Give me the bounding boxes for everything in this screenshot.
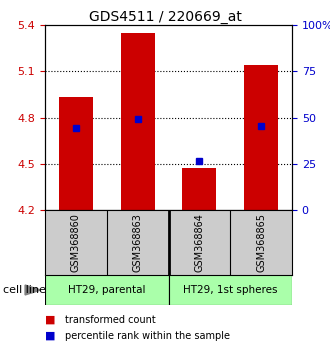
Text: GSM368864: GSM368864: [194, 213, 204, 272]
Text: GDS4511 / 220669_at: GDS4511 / 220669_at: [88, 10, 242, 24]
Bar: [121, 33, 155, 210]
Text: HT29, parental: HT29, parental: [68, 285, 146, 295]
Text: ■: ■: [45, 315, 55, 325]
Text: ■: ■: [45, 331, 55, 341]
Text: GSM368860: GSM368860: [71, 213, 81, 272]
Text: percentile rank within the sample: percentile rank within the sample: [65, 331, 230, 341]
Text: transformed count: transformed count: [65, 315, 155, 325]
Bar: [59, 97, 93, 210]
Text: HT29, 1st spheres: HT29, 1st spheres: [183, 285, 278, 295]
Text: cell line: cell line: [3, 285, 46, 295]
Bar: [244, 65, 278, 210]
Bar: [169, 275, 292, 305]
Text: GSM368863: GSM368863: [133, 213, 143, 272]
Polygon shape: [25, 285, 41, 295]
Text: GSM368865: GSM368865: [256, 213, 266, 272]
Bar: [182, 169, 216, 210]
Bar: [45, 275, 169, 305]
